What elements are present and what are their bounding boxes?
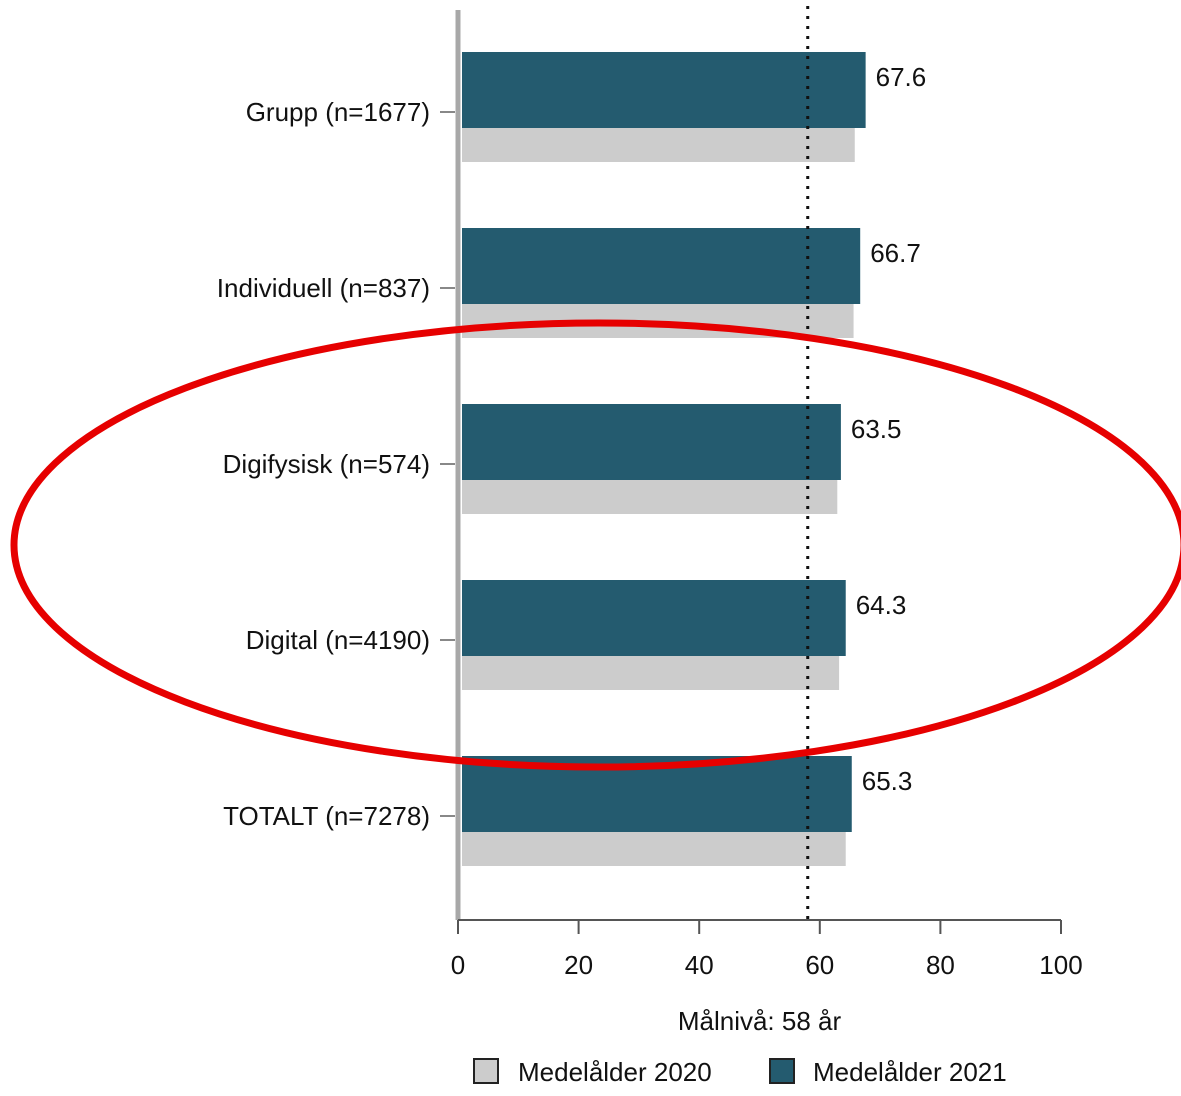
category-label: Digifysisk (n=574) bbox=[223, 449, 430, 479]
bar-2020 bbox=[462, 656, 840, 690]
x-axis-title: Målnivå: 58 år bbox=[678, 1006, 842, 1036]
highlight-ellipse bbox=[10, 319, 1181, 771]
legend-label: Medelålder 2020 bbox=[518, 1057, 712, 1087]
axes: Grupp (n=1677) Individuell (n=837) Digifys… bbox=[217, 10, 1083, 1036]
bar-2021 bbox=[462, 228, 861, 304]
bar-2021 bbox=[462, 580, 846, 656]
data-label: 64.3 bbox=[856, 590, 907, 620]
legend-swatch bbox=[769, 1058, 795, 1084]
bar-2021 bbox=[462, 404, 841, 480]
data-labels: 67.6 66.7 63.5 64.3 65.3 bbox=[851, 62, 926, 796]
legend: Medelålder 2020 Medelålder 2021 bbox=[473, 1057, 1007, 1087]
x-tick-label: 0 bbox=[451, 950, 465, 980]
data-label: 67.6 bbox=[876, 62, 927, 92]
legend-label: Medelålder 2021 bbox=[813, 1057, 1007, 1087]
bar-2021 bbox=[462, 52, 866, 128]
category-label: TOTALT (n=7278) bbox=[223, 801, 430, 831]
x-tick-label: 80 bbox=[926, 950, 955, 980]
x-tick-label: 40 bbox=[685, 950, 714, 980]
data-label: 65.3 bbox=[862, 766, 913, 796]
x-tick-label: 20 bbox=[564, 950, 593, 980]
category-label: Individuell (n=837) bbox=[217, 273, 430, 303]
data-label: 66.7 bbox=[870, 238, 921, 268]
x-tick-label: 100 bbox=[1039, 950, 1082, 980]
series-2021-bars bbox=[462, 52, 866, 832]
data-label: 63.5 bbox=[851, 414, 902, 444]
bar-2020 bbox=[462, 128, 855, 162]
legend-swatch bbox=[473, 1058, 499, 1084]
highlight-ellipse-group bbox=[10, 319, 1181, 771]
category-label: Digital (n=4190) bbox=[246, 625, 430, 655]
category-label: Grupp (n=1677) bbox=[246, 97, 430, 127]
x-tick-label: 60 bbox=[805, 950, 834, 980]
bar-2020 bbox=[462, 480, 838, 514]
bar-2020 bbox=[462, 832, 846, 866]
